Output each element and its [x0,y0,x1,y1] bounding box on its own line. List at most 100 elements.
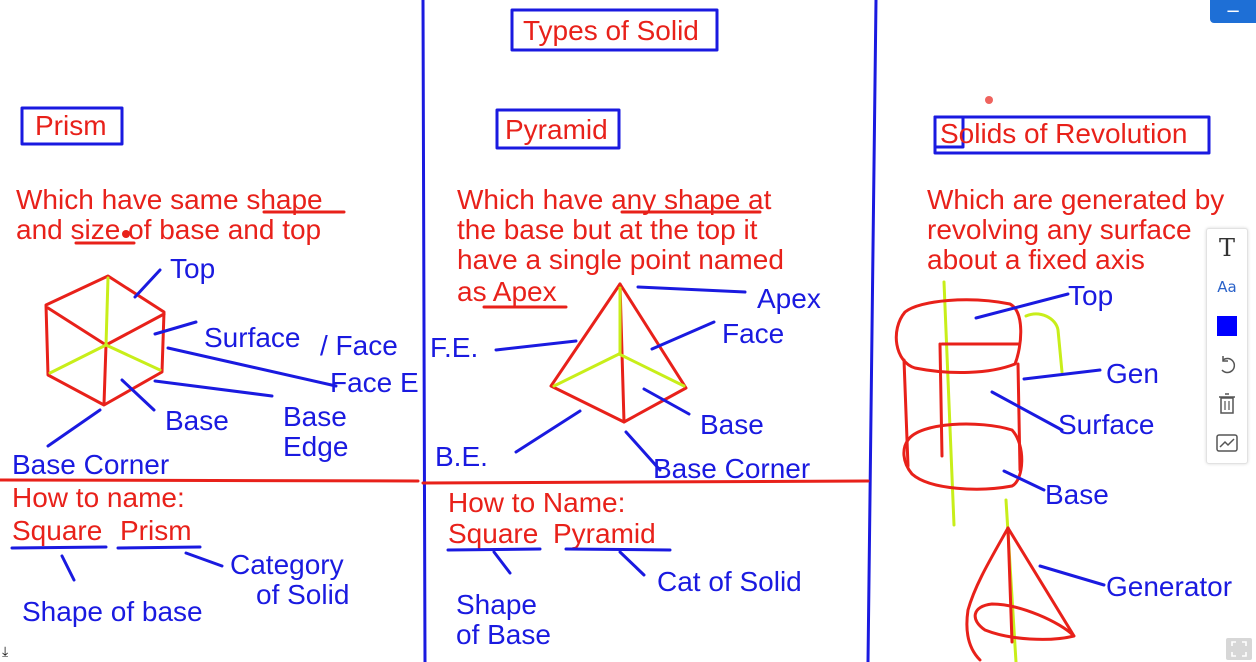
page-title: Types of Solid [523,15,699,46]
prism-category-line-1: Category [230,549,344,580]
minus-icon: − [1225,1,1241,22]
revolution-label-generator: Generator [1106,571,1232,602]
title-box [510,8,719,52]
pointer-base-corner-pyr [624,430,662,472]
prism-edge-1 [46,306,108,347]
generator-curve [1024,312,1064,374]
drawing-toolbar: T Aa [1206,228,1248,464]
prism-label-base-corner: Base Corner [12,449,169,480]
prism-label-base: Base [165,405,229,436]
pointer-base-rev [1002,469,1046,492]
pointer-shape-of-base-pyr [492,550,512,575]
separator-left [0,478,420,483]
prism-cube-outline [44,274,166,407]
pointer-base-corner [46,408,102,448]
underline-prism [116,545,202,550]
color-tool-button[interactable] [1207,307,1247,345]
graph-icon [1216,434,1238,452]
cone-left-edge [965,526,1010,662]
prism-label-face: / Face [320,330,398,361]
pyramid-label-base: Base [700,409,764,440]
pyramid-shape-of-base-line-1: Shape [456,589,537,620]
pointer-face [650,320,716,351]
revolution-label-gen: Gen [1106,358,1159,389]
color-swatch-icon [1217,316,1237,336]
divider-right [866,0,878,662]
pyramid-how-to-name: How to Name: [448,487,625,518]
pointer-base-edge [153,379,274,398]
pointer-be [514,409,582,454]
cylinder-side-right [1016,362,1022,472]
revolution-label-surface: Surface [1058,409,1155,440]
prism-edge-3 [102,343,108,406]
pointer-surface [153,320,198,336]
prism-definition-line-1: Which have same shape [16,184,323,215]
ink-dot-2 [985,96,993,104]
pyramid-hidden-edge-1 [552,352,621,388]
undo-button[interactable] [1207,346,1247,384]
pointer-apex [636,285,747,294]
collapse-button[interactable]: − [1210,0,1256,23]
pyramid-name-word-1: Square [448,518,538,549]
revolution-label-base: Base [1045,479,1109,510]
pyramid-heading: Pyramid [505,114,608,145]
font-size-tool-button[interactable]: Aa [1207,268,1247,306]
separator-middle [421,479,870,485]
prism-heading: Prism [35,110,107,141]
pyramid-heading-box [495,108,621,150]
cylinder-base [902,422,1024,491]
underline-square-prism [10,545,108,550]
pyramid-label-apex: Apex [757,283,821,314]
pointer-category [184,551,224,568]
trash-icon [1219,393,1235,414]
prism-how-to-name: How to name: [12,482,185,513]
prism-heading-box [20,106,124,146]
prism-definition-line-2: and size of base and top [16,214,321,245]
prism-label-base-edge-2: Edge [283,431,348,462]
pyramid-hidden-edge-2 [617,352,686,388]
undo-icon [1221,356,1236,374]
pyramid-definition-line-2: the base but at the top it [457,214,758,245]
divider-left [421,0,427,662]
revolution-definition-line-1: Which are generated by [927,184,1224,215]
prism-label-base-edge-1: Base [283,401,347,432]
pointer-face-e [166,346,338,388]
pointer-surface-rev [990,390,1064,432]
revolution-s-box [933,115,965,149]
cone-outline [973,526,1076,641]
underline-pyramid [564,547,672,552]
pyramid-name-word-2: Pyramid [553,518,656,549]
download-icon[interactable]: ⤓ [2,644,9,660]
pyramid-label-base-corner: Base Corner [653,453,810,484]
prism-hidden-edge-1 [104,276,110,347]
fullscreen-icon [1231,641,1247,657]
prism-label-surface: Surface [204,322,301,353]
cone-axis-line [1006,526,1014,644]
text-tool-button[interactable]: T [1207,229,1247,267]
font-size-icon: Aa [1217,278,1237,296]
prism-shape-of-base: Shape of base [22,596,203,627]
prism-label-face-e: Face E [330,367,419,398]
pointer-fe [494,339,578,352]
delete-button[interactable] [1207,385,1247,423]
pyramid-definition-line-4: as Apex [457,276,557,307]
pyramid-label-fe: F.E. [430,332,478,363]
pointer-cat-of-solid [618,550,646,577]
pyramid-definition-line-3: have a single point named [457,244,784,275]
prism-hidden-edge-2 [104,343,162,372]
pyramid-label-face: Face [722,318,784,349]
revolution-label-top: Top [1068,280,1113,311]
prism-name-word-1: Square [12,515,102,546]
fullscreen-button[interactable] [1226,638,1252,660]
pointer-generator [1038,564,1106,587]
pyramid-outline [549,282,688,424]
graph-tool-button[interactable] [1207,424,1247,462]
prism-category-line-2: of Solid [256,579,349,610]
pointer-top-rev [974,292,1070,320]
pyramid-label-be: B.E. [435,441,488,472]
pyramid-shape-of-base-line-2: of Base [456,619,551,650]
underline-square-pyr [446,547,542,552]
pointer-base [120,378,156,412]
cylinder-inner-line [938,342,944,458]
